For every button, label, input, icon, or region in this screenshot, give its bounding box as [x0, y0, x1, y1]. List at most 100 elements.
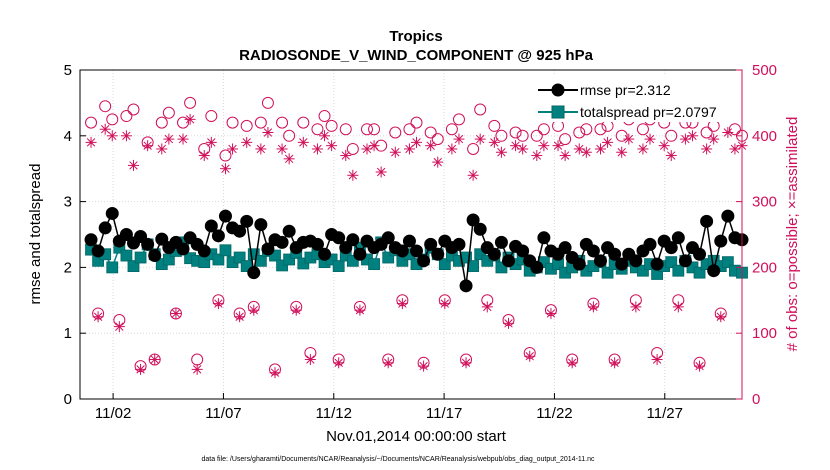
rmse-marker	[593, 254, 607, 268]
y-tick-label: 4	[64, 128, 72, 145]
obs-assimilated-marker	[170, 307, 182, 319]
obs-assimilated-marker	[658, 140, 670, 152]
obs-assimilated-marker	[623, 133, 635, 145]
obs-assimilated-marker	[432, 156, 444, 168]
axis-layer: 11/02 11/07 11/12 11/17 11/22 11/27 0 1 2 3 4 5 0 100…	[64, 62, 777, 422]
obs-assimilated-marker	[92, 311, 104, 323]
obs-assimilated-marker	[382, 357, 394, 369]
legend-spread-marker	[551, 105, 565, 119]
obs-assimilated-marker	[644, 133, 656, 145]
obs-assimilated-stroke	[447, 144, 457, 154]
obs-assimilated-marker	[113, 321, 125, 333]
obs-assimilated-marker	[686, 130, 698, 142]
rmse-marker	[424, 237, 438, 251]
obs-assimilated-stroke	[681, 134, 690, 144]
obs-assimilated-marker	[142, 140, 154, 152]
obs-possible-marker	[226, 116, 239, 129]
obs-assimilated-marker	[255, 143, 267, 155]
obs-possible-marker	[360, 123, 373, 136]
rmse-marker	[714, 234, 728, 248]
obs-possible-marker	[410, 116, 423, 129]
obs-possible-marker	[254, 116, 267, 129]
obs-assimilated-stroke	[270, 368, 280, 377]
obs-possible-marker	[636, 123, 649, 136]
obs-assimilated-marker	[354, 304, 366, 316]
obs-assimilated-stroke	[192, 365, 202, 374]
obs-assimilated-stroke	[419, 361, 428, 371]
obs-assimilated-marker	[616, 146, 628, 158]
obs-assimilated-marker	[722, 127, 734, 139]
totalspread-marker	[134, 251, 147, 264]
obs-possible-marker	[431, 133, 444, 146]
y2-tick-label: 0	[752, 391, 760, 408]
y2-tick-label: 100	[752, 325, 777, 342]
obs-assimilated-stroke	[327, 141, 336, 150]
rmse-marker	[410, 244, 424, 258]
obs-assimilated-stroke	[108, 131, 117, 141]
rmse-marker	[105, 206, 119, 220]
obs-assimilated-stroke	[624, 134, 633, 144]
totalspread-marker	[672, 264, 685, 277]
totalspread-marker	[297, 257, 310, 270]
obs-assimilated-stroke	[122, 131, 131, 141]
rmse-marker	[353, 247, 367, 261]
obs-assimilated-stroke	[645, 134, 655, 144]
obs-assimilated-marker	[425, 140, 437, 152]
obs-possible-marker	[516, 129, 529, 142]
rmse-marker	[402, 234, 416, 248]
obs-assimilated-marker	[524, 350, 536, 362]
obs-possible-marker	[346, 142, 359, 155]
obs-assimilated-marker	[333, 357, 345, 369]
obs-possible-marker	[219, 149, 232, 162]
rmse-marker	[608, 247, 622, 261]
obs-assimilated-stroke	[129, 161, 138, 170]
obs-possible-marker	[276, 116, 289, 129]
obs-possible-marker	[601, 119, 614, 132]
rmse-marker	[572, 257, 586, 271]
obs-possible-marker	[537, 123, 550, 136]
obs-assimilated-marker	[559, 150, 571, 162]
obs-assimilated-stroke	[483, 302, 492, 312]
obs-assimilated-stroke	[659, 141, 669, 150]
y-tick-label: 2	[64, 259, 72, 276]
x-axis-label: Nov.01,2014 00:00:00 start	[326, 428, 507, 445]
obs-assimilated-marker	[227, 143, 239, 155]
rmse-marker	[431, 247, 445, 261]
obs-assimilated-stroke	[511, 141, 520, 150]
obs-assimilated-marker	[156, 143, 168, 155]
rmse-marker	[629, 254, 643, 268]
y2-tick-label: 500	[752, 62, 777, 79]
obs-assimilated-stroke	[723, 128, 733, 137]
obs-assimilated-stroke	[221, 164, 230, 173]
rmse-marker	[119, 228, 133, 241]
chart-title: Tropics	[389, 28, 442, 45]
obs-assimilated-marker	[340, 150, 352, 162]
obs-possible-marker	[99, 100, 112, 113]
x-tick-label: 11/12	[316, 405, 352, 422]
rmse-marker	[233, 224, 247, 238]
obs-assimilated-marker	[135, 363, 147, 375]
rmse-marker	[452, 237, 466, 251]
obs-assimilated-stroke	[433, 157, 442, 167]
x-tick-label: 11/27	[647, 405, 683, 422]
obs-possible-marker	[707, 119, 720, 132]
obs-possible-marker	[403, 123, 416, 136]
obs-possible-marker	[467, 142, 480, 155]
obs-assimilated-stroke	[716, 312, 725, 321]
totalspread-marker	[269, 249, 281, 262]
rmse-marker	[664, 241, 678, 255]
obs-assimilated-stroke	[362, 144, 372, 154]
x-tick-label: 11/02	[95, 405, 131, 422]
obs-assimilated-marker	[361, 143, 373, 155]
obs-assimilated-marker	[290, 304, 302, 316]
obs-assimilated-marker	[460, 357, 472, 369]
obs-possible-marker	[452, 113, 465, 126]
x-tick-label: 11/17	[426, 405, 462, 422]
obs-assimilated-marker	[630, 301, 642, 313]
obs-assimilated-stroke	[575, 144, 584, 154]
obs-assimilated-marker	[545, 307, 557, 319]
obs-assimilated-stroke	[617, 148, 626, 157]
obs-assimilated-marker	[517, 143, 529, 155]
legend: rmse pr=2.312 totalspread pr=2.0797	[520, 76, 738, 122]
